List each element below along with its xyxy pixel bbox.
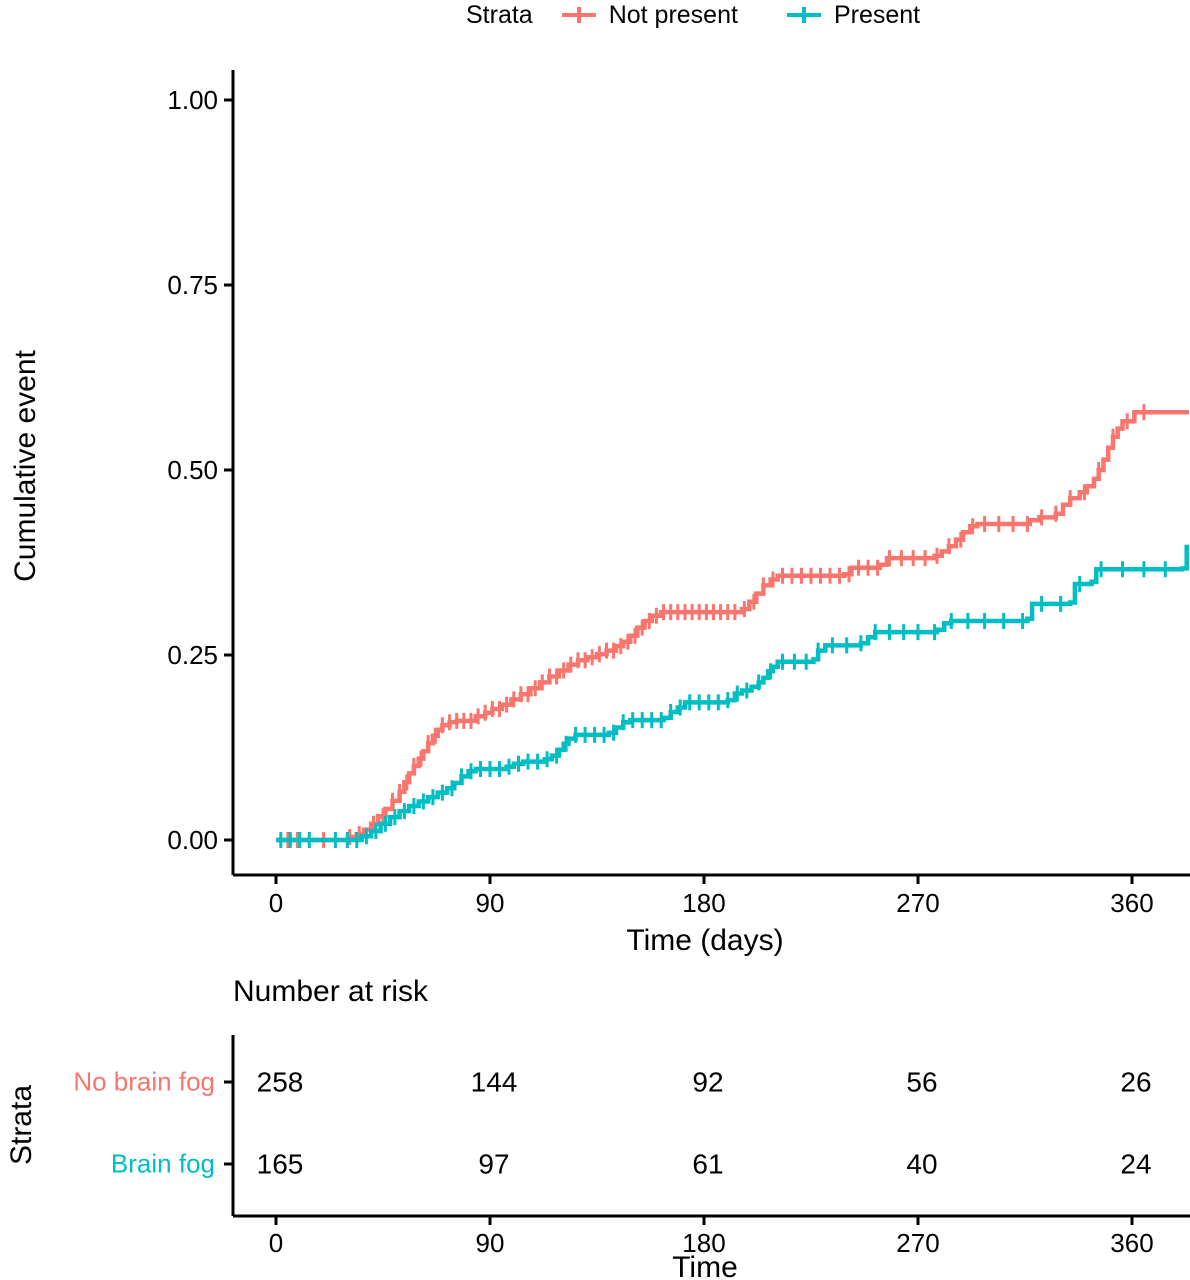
- legend-item-not-present: Not present: [559, 1, 738, 30]
- risk-count: 97: [478, 1149, 509, 1180]
- censor-line-icon: [786, 7, 821, 23]
- risk-x-tick-label: 270: [896, 1228, 939, 1258]
- y-axis-title: Cumulative event: [9, 350, 42, 582]
- censor-line-icon: [561, 7, 596, 23]
- risk-count: 26: [1120, 1067, 1151, 1098]
- risk-count: 258: [257, 1067, 304, 1098]
- risk-x-tick-label: 0: [269, 1228, 283, 1258]
- x-tick-label: 180: [682, 888, 725, 918]
- survival-curve-present: [276, 544, 1190, 843]
- x-tick-label: 0: [269, 888, 283, 918]
- legend-item-label: Present: [833, 0, 921, 29]
- risk-x-tick-label: 180: [682, 1228, 725, 1258]
- risk-table-x-axis-title: Time: [672, 1251, 738, 1280]
- x-tick-label: 90: [476, 888, 505, 918]
- risk-count: 40: [906, 1149, 937, 1180]
- censor-marks-present: [279, 561, 1167, 848]
- legend: Strata Not present Present: [466, 0, 920, 30]
- axis-lines: [224, 70, 1190, 1225]
- y-tick-label: 0.25: [167, 640, 218, 670]
- y-tick-label: 0.50: [167, 455, 218, 485]
- x-tick-label: 360: [1110, 888, 1153, 918]
- y-tick-label: 0.00: [167, 825, 218, 855]
- survival-curve-not_present: [276, 410, 1190, 843]
- legend-item-label: Not present: [608, 0, 738, 29]
- risk-count: 92: [692, 1067, 723, 1098]
- risk-count: 56: [906, 1067, 937, 1098]
- risk-count: 165: [257, 1149, 304, 1180]
- x-tick-label: 270: [896, 888, 939, 918]
- risk-table-y-axis-title: Strata: [5, 1084, 38, 1166]
- y-tick-label: 1.00: [167, 85, 218, 115]
- legend-title: Strata: [466, 0, 533, 29]
- risk-x-tick-label: 360: [1110, 1228, 1153, 1258]
- risk-count: 24: [1120, 1149, 1151, 1180]
- risk-count: 144: [471, 1067, 518, 1098]
- censor-marks-not_present: [286, 404, 1146, 848]
- risk-row-label-brain-fog: Brain fog: [110, 1148, 215, 1179]
- risk-count: 61: [692, 1149, 723, 1180]
- risk-row-label-no-brain-fog: No brain fog: [73, 1066, 215, 1097]
- y-tick-label: 0.75: [167, 270, 218, 300]
- risk-x-tick-label: 90: [476, 1228, 505, 1258]
- x-axis-title: Time (days): [626, 924, 784, 957]
- risk-table-title: Number at risk: [233, 975, 429, 1008]
- legend-item-present: Present: [784, 1, 920, 30]
